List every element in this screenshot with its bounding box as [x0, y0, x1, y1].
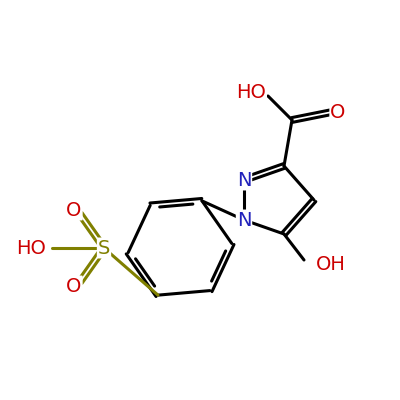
Text: O: O — [66, 276, 82, 296]
Text: S: S — [98, 238, 110, 258]
Text: OH: OH — [316, 254, 346, 274]
Text: N: N — [237, 170, 251, 190]
Text: O: O — [66, 200, 82, 220]
Text: O: O — [330, 102, 346, 122]
Text: N: N — [237, 210, 251, 230]
Text: HO: HO — [16, 238, 46, 258]
Text: HO: HO — [236, 83, 266, 102]
